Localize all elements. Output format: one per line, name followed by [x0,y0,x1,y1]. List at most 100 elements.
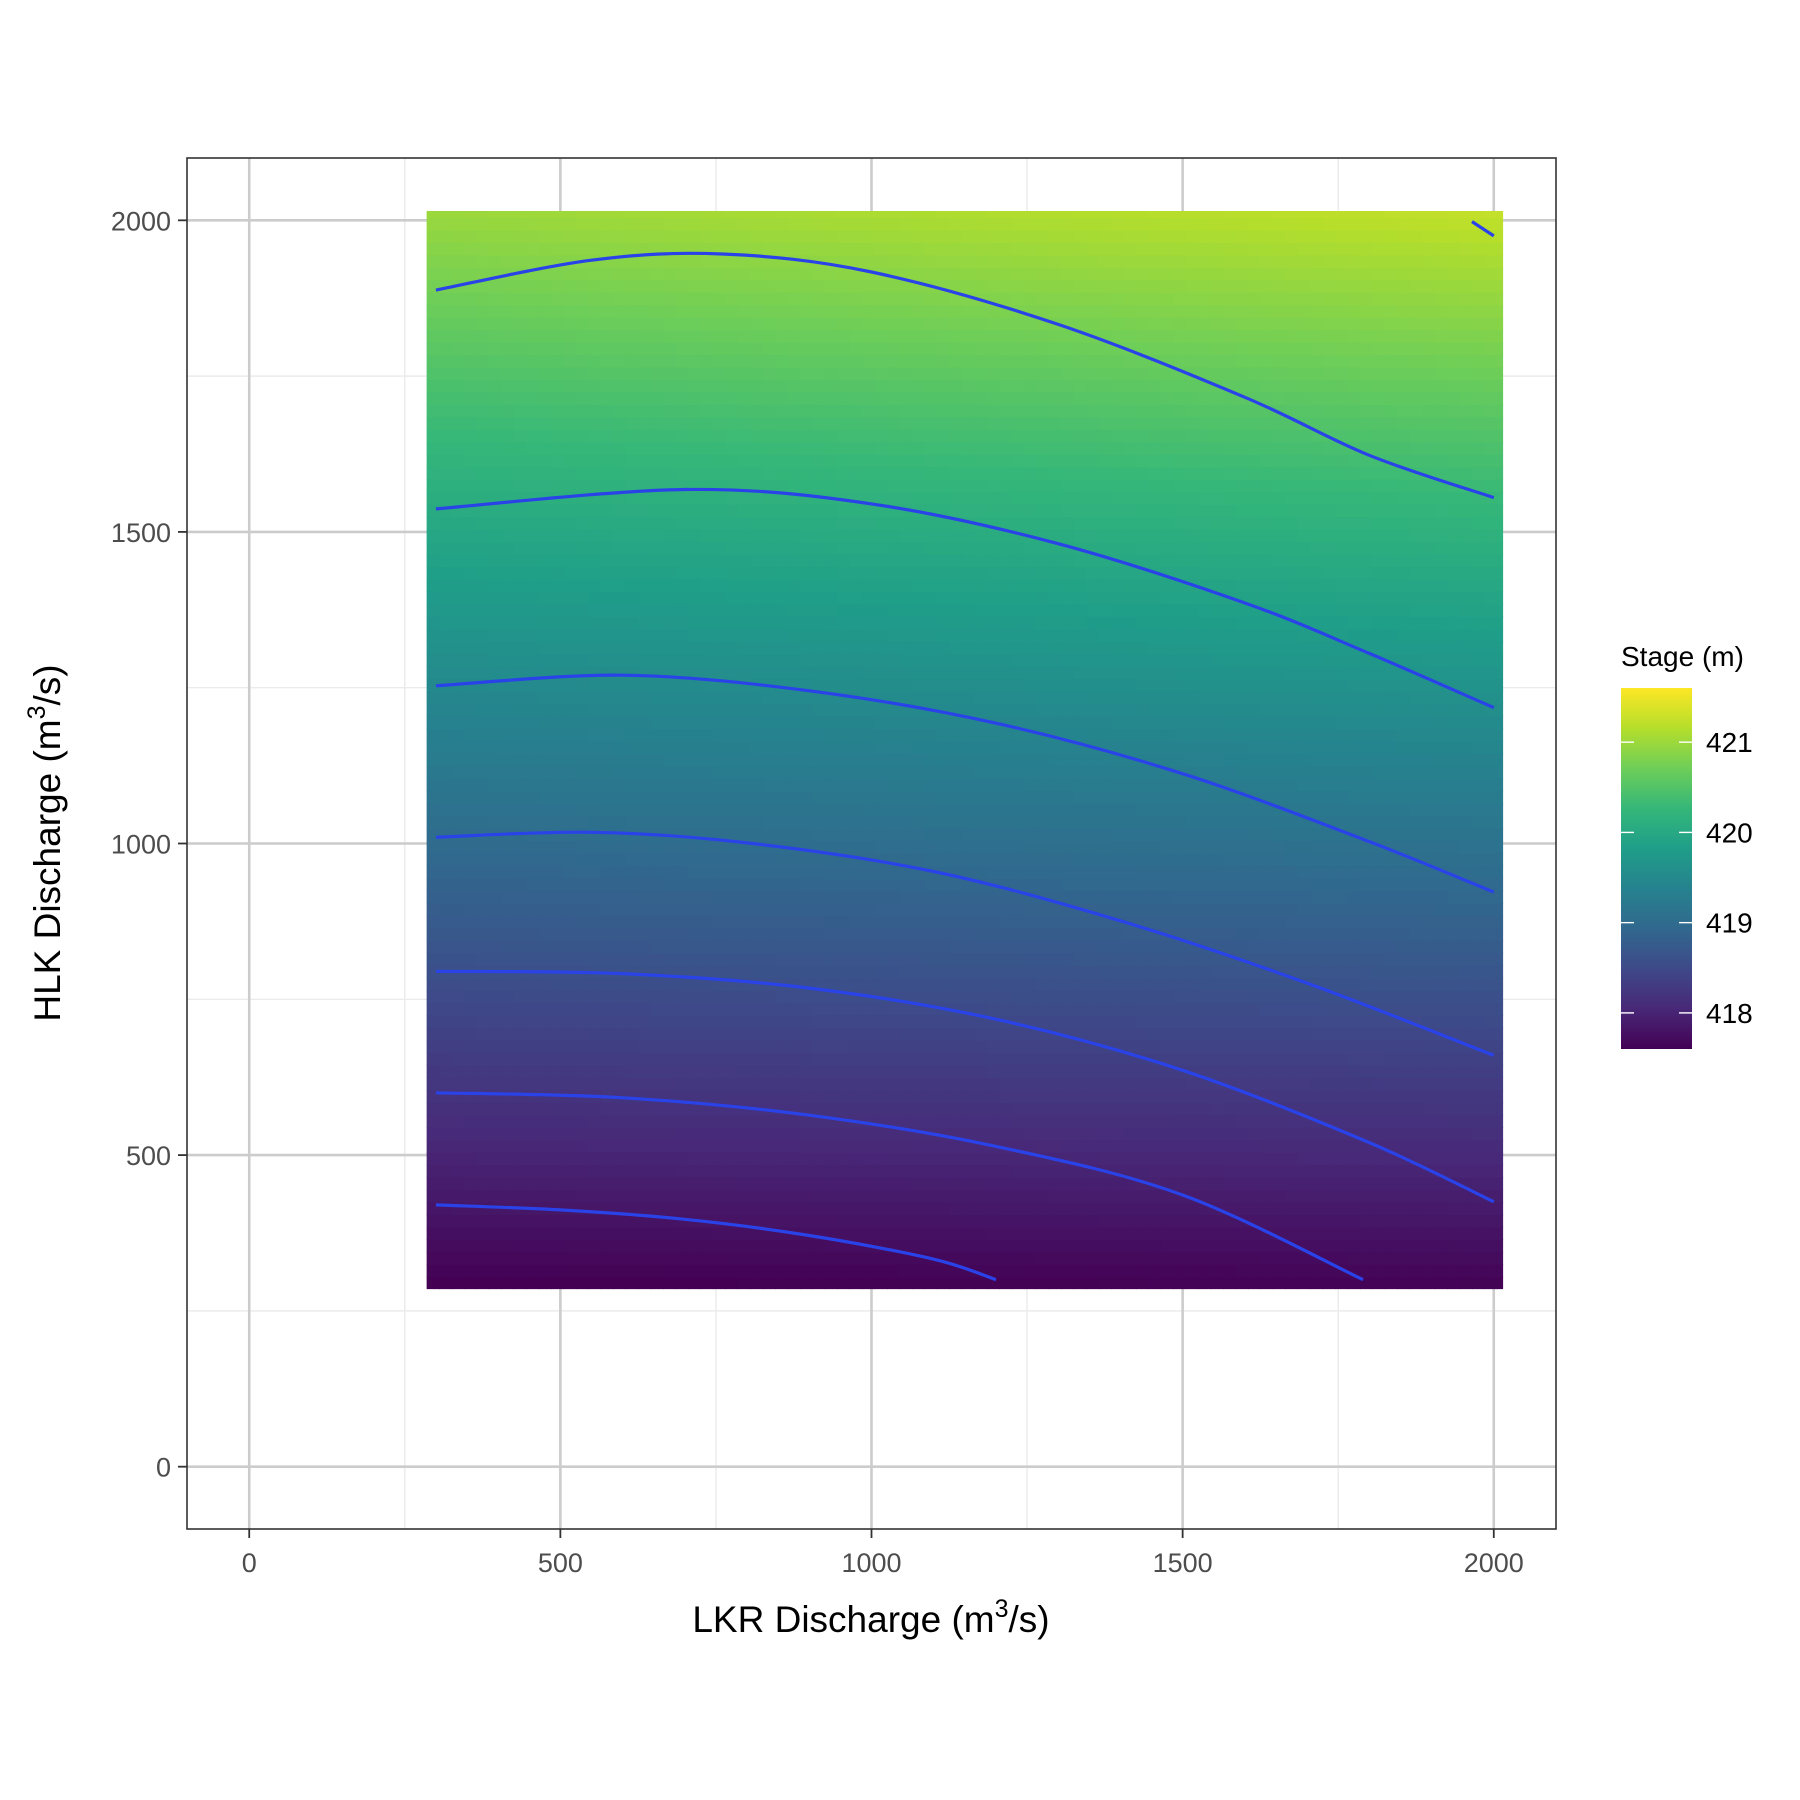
raster-cell [862,379,876,393]
raster-cell [887,416,901,430]
raster-cell [849,354,863,368]
raster-cell [575,765,590,779]
raster-cell [899,877,913,892]
raster-cell [849,379,863,393]
raster-cell [638,1226,652,1241]
raster-cell [1011,653,1025,667]
raster-cell [837,391,851,405]
raster-cell [812,1002,826,1016]
raster-cell [999,802,1013,817]
raster-cell [762,1151,776,1166]
raster-cell [712,1176,727,1191]
raster-cell [849,840,863,854]
raster-cell [1123,965,1137,979]
raster-cell [551,603,565,617]
raster-cell [874,217,888,231]
raster-cell [1011,877,1025,892]
raster-cell [650,815,664,829]
raster-cell [526,404,540,418]
raster-cell [1048,291,1063,306]
raster-cell [1111,977,1125,991]
raster-cell [638,454,652,468]
raster-cell [575,553,590,567]
raster-cell [999,1002,1013,1016]
raster-cell [725,279,739,293]
raster-cell [650,1139,664,1153]
raster-cell [1098,528,1112,543]
raster-cell [787,603,801,617]
raster-cell [824,1102,839,1116]
raster-cell [862,603,876,617]
raster-cell [837,1189,851,1203]
raster-cell [463,877,478,892]
raster-cell [986,1052,1000,1066]
raster-cell [787,217,801,231]
raster-cell [824,1264,839,1278]
raster-cell [737,541,751,555]
raster-cell [1086,977,1100,991]
raster-cell [775,1176,789,1191]
raster-cell [476,478,490,493]
raster-cell [725,1014,739,1029]
raster-cell [563,217,577,231]
raster-cell [700,254,714,268]
raster-cell [513,1189,527,1203]
raster-cell [762,1239,776,1253]
raster-cell [638,628,652,642]
raster-cell [899,541,913,555]
raster-cell [1086,1014,1100,1029]
raster-cell [961,1127,975,1141]
raster-cell [862,591,876,605]
raster-cell [725,1226,739,1241]
raster-cell [439,690,453,705]
raster-cell [575,1102,590,1116]
raster-cell [924,316,938,331]
raster-cell [700,329,714,343]
raster-cell [887,877,901,892]
raster-cell [501,210,515,218]
raster-cell [837,728,851,742]
raster-cell [613,628,627,642]
raster-cell [1061,528,1075,543]
raster-cell [986,1189,1000,1203]
raster-cell [837,940,851,954]
raster-cell [737,553,751,567]
raster-cell [1111,1127,1125,1141]
raster-cell [451,1239,465,1253]
raster-cell [974,965,988,979]
raster-cell [1011,1039,1025,1054]
raster-cell [837,977,851,991]
raster-cell [750,952,764,966]
raster-cell [849,865,863,879]
raster-cell [887,778,901,792]
raster-cell [911,1114,926,1128]
raster-cell [974,429,988,443]
raster-cell [899,940,913,954]
raster-cell [936,503,951,518]
raster-cell [700,217,714,231]
raster-cell [936,653,951,667]
raster-cell [824,1251,839,1265]
raster-cell [874,927,888,941]
raster-cell [750,566,764,580]
raster-cell [787,242,801,256]
raster-cell [439,217,453,231]
raster-cell [837,616,851,630]
raster-cell [650,653,664,667]
raster-cell [551,329,565,343]
raster-cell [575,217,590,231]
raster-cell [887,578,901,592]
raster-cell [1048,740,1063,754]
raster-cell [488,591,503,605]
raster-cell [588,578,602,592]
raster-cell [924,1226,938,1241]
raster-cell [1123,379,1137,393]
raster-cell [675,416,689,430]
raster-cell [551,703,565,717]
raster-cell [488,715,503,730]
raster-cell [1011,1064,1025,1078]
raster-cell [737,865,751,879]
raster-cell [1048,503,1063,518]
raster-cell [986,1176,1000,1191]
raster-cell [787,503,801,518]
